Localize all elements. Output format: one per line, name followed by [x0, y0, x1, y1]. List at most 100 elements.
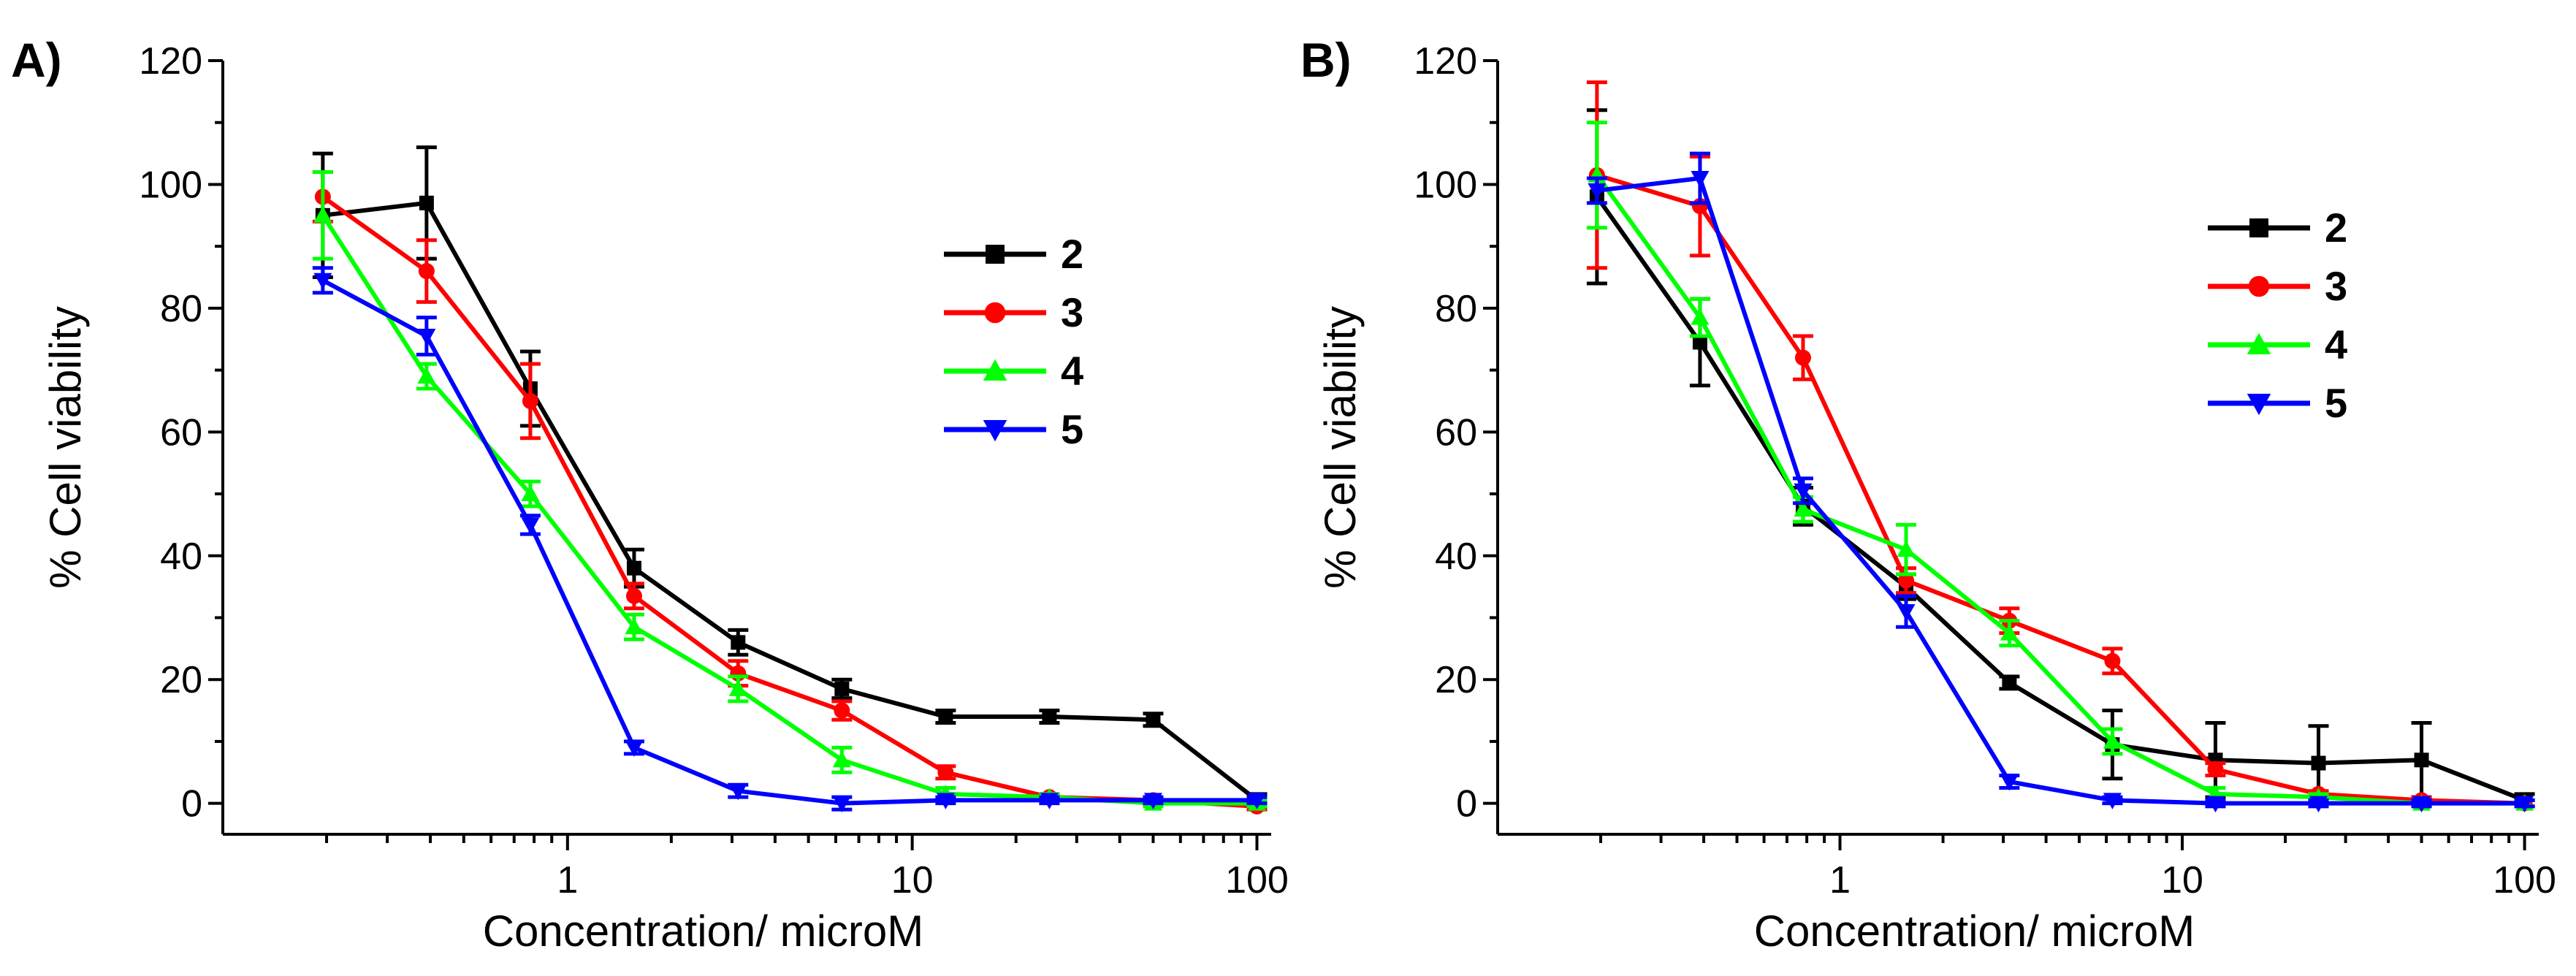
- marker-square: [1042, 709, 1057, 725]
- marker-triangle-down: [625, 740, 644, 757]
- x-axis-label: Concentration/ microM: [483, 907, 924, 956]
- x-tick-label: 10: [2161, 859, 2203, 901]
- marker-triangle-down: [1897, 604, 1916, 621]
- marker-triangle-up: [313, 206, 332, 223]
- marker-circle: [1898, 572, 1915, 589]
- marker-square: [731, 635, 746, 650]
- x-tick-label: 1: [1829, 859, 1851, 901]
- marker-triangle-up: [1897, 540, 1916, 557]
- panel-label: B): [1300, 33, 1352, 87]
- series-line: [321, 278, 1257, 806]
- marker-triangle-up: [832, 750, 851, 768]
- marker-triangle-down: [2206, 796, 2225, 813]
- marker-circle: [522, 392, 538, 409]
- series-line: [1595, 173, 2525, 806]
- x-tick-label: 1: [557, 859, 578, 901]
- marker-square: [1146, 712, 1161, 728]
- y-tick-label: 100: [139, 164, 202, 206]
- legend-label: 5: [2325, 380, 2347, 426]
- marker-circle: [937, 764, 954, 781]
- legend-entry-4: 4: [2208, 321, 2347, 367]
- legend-entry-5: 5: [2208, 380, 2347, 426]
- marker-square: [986, 245, 1005, 264]
- marker-triangle-up: [2103, 732, 2122, 749]
- legend-label: 5: [1061, 406, 1083, 452]
- y-axis-label: % Cell viability: [1316, 306, 1365, 589]
- legend-entry-5: 5: [944, 406, 1083, 452]
- marker-circle: [1794, 349, 1811, 366]
- legend-entry-4: 4: [944, 348, 1083, 394]
- legend-label: 3: [1061, 289, 1083, 335]
- marker-circle: [2207, 761, 2224, 778]
- marker-triangle-down: [1247, 793, 1266, 809]
- marker-triangle-down: [1794, 483, 1813, 500]
- marker-triangle-down: [2000, 774, 2019, 791]
- y-tick-label: 80: [160, 288, 202, 330]
- marker-square: [834, 681, 850, 696]
- marker-triangle-down: [313, 272, 332, 290]
- marker-square: [2002, 675, 2017, 690]
- y-tick-label: 60: [160, 411, 202, 454]
- marker-triangle-up: [417, 367, 436, 384]
- y-tick-label: 80: [1435, 288, 1477, 330]
- marker-triangle-up: [1691, 308, 1710, 325]
- legend-label: 2: [1061, 231, 1083, 277]
- y-tick-label: 100: [1414, 164, 1477, 206]
- legend-label: 4: [2325, 321, 2347, 367]
- marker-triangle-down: [2412, 796, 2431, 813]
- x-tick-label: 10: [891, 859, 934, 901]
- x-axis-label: Concentration/ microM: [1754, 907, 2195, 956]
- marker-triangle-down: [728, 783, 747, 801]
- marker-square: [2311, 755, 2326, 771]
- marker-circle: [834, 702, 850, 719]
- marker-triangle-down: [2515, 796, 2534, 813]
- marker-triangle-down: [936, 793, 955, 809]
- x-tick-label: 100: [2493, 859, 2556, 901]
- marker-triangle-down: [1691, 170, 1710, 188]
- marker-triangle-down: [2103, 793, 2122, 809]
- marker-square: [1692, 335, 1707, 350]
- marker-triangle-up: [625, 617, 644, 635]
- marker-triangle-up: [2247, 332, 2271, 354]
- marker-square: [419, 195, 434, 210]
- y-tick-label: 40: [160, 535, 202, 578]
- marker-triangle-down: [1040, 793, 1059, 809]
- legend-entry-3: 3: [944, 289, 1083, 335]
- y-tick-label: 20: [1435, 659, 1477, 701]
- marker-triangle-down: [832, 796, 851, 813]
- y-tick-label: 60: [1435, 411, 1477, 454]
- marker-circle: [984, 302, 1006, 324]
- y-tick-label: 0: [181, 783, 202, 826]
- y-tick-label: 20: [160, 659, 202, 701]
- marker-triangle-down: [2247, 394, 2271, 416]
- y-tick-label: 120: [139, 40, 202, 83]
- legend-label: 4: [1061, 348, 1083, 394]
- legend-entry-3: 3: [2208, 263, 2347, 309]
- marker-triangle-up: [2000, 624, 2019, 641]
- series-line: [322, 200, 1259, 802]
- marker-triangle-down: [983, 420, 1007, 442]
- y-tick-label: 40: [1435, 535, 1477, 578]
- marker-square: [626, 560, 641, 576]
- legend-label: 2: [2325, 205, 2347, 251]
- legend: 2 3 4 5: [944, 231, 1083, 452]
- marker-circle: [2248, 275, 2270, 297]
- series-line: [1596, 175, 2525, 806]
- series-5: [312, 266, 1268, 813]
- marker-circle: [625, 587, 642, 604]
- marker-triangle-up: [521, 484, 540, 502]
- marker-triangle-down: [2309, 796, 2328, 813]
- y-tick-label: 0: [1456, 783, 1477, 826]
- marker-square: [938, 709, 953, 725]
- y-axis-label: % Cell viability: [41, 306, 90, 589]
- y-tick-label: 120: [1414, 40, 1477, 83]
- marker-triangle-up: [983, 359, 1007, 381]
- marker-square: [2414, 752, 2429, 768]
- marker-triangle-down: [1143, 793, 1162, 809]
- series-line: [1595, 195, 2526, 803]
